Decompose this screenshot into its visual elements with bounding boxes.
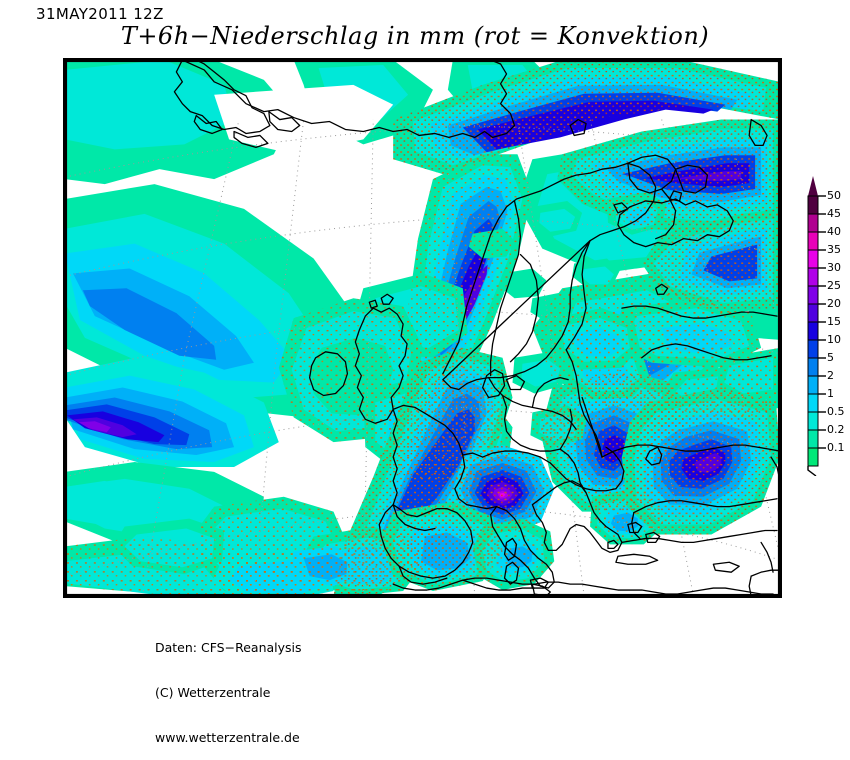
colorbar-label-35: 35 [827, 243, 841, 256]
credits-block: Daten: CFS−Reanalysis (C) Wetterzentrale… [155, 610, 302, 760]
colorbar-label-15: 15 [827, 315, 841, 328]
graticule [65, 119, 780, 596]
colorbar-label-1: 1 [827, 387, 834, 400]
colorbar-swatches [807, 176, 826, 476]
date-stamp: 31MAY2011 12Z [36, 5, 164, 23]
credits-copyright: (C) Wetterzentrale [155, 685, 271, 700]
colorbar-label-2: 2 [827, 369, 834, 382]
colorbar-label-20: 20 [827, 297, 841, 310]
map-canvas [65, 60, 780, 596]
colorbar-label-0.1: 0.1 [827, 441, 845, 454]
colorbar-label-0.5: 0.5 [827, 405, 845, 418]
precipitation-colorbar[interactable]: 50 45 40 35 30 25 20 15 10 5 2 1 0.5 0.2… [804, 176, 850, 476]
colorbar-label-10: 10 [827, 333, 841, 346]
precipitation-map[interactable] [63, 58, 782, 598]
colorbar-label-45: 45 [827, 207, 841, 220]
precip-field [65, 60, 780, 596]
colorbar-top-arrow [808, 176, 818, 196]
credits-data-source: Daten: CFS−Reanalysis [155, 640, 302, 655]
credits-website[interactable]: www.wetterzentrale.de [155, 730, 300, 745]
colorbar-label-25: 25 [827, 279, 841, 292]
convection-speckle [65, 60, 780, 596]
colorbar-bottom-tail [807, 466, 817, 476]
colorbar-label-50: 50 [827, 189, 841, 202]
colorbar-label-0.2: 0.2 [827, 423, 845, 436]
page-title: T+6h−Niederschlag in mm (rot = Konvektio… [120, 22, 710, 50]
colorbar-label-5: 5 [827, 351, 834, 364]
colorbar-label-30: 30 [827, 261, 841, 274]
colorbar-label-40: 40 [827, 225, 841, 238]
map-border [65, 60, 780, 596]
